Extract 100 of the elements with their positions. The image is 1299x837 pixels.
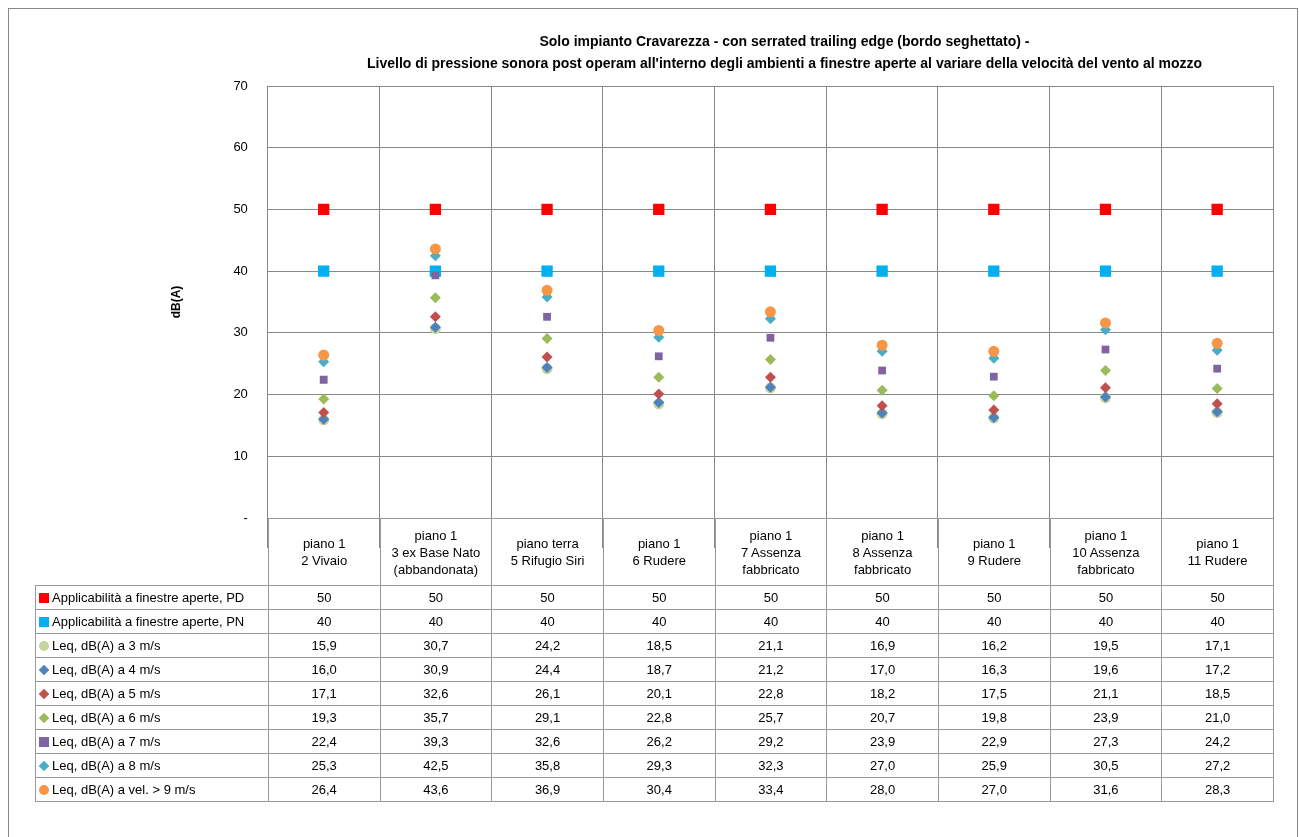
data-label: 32,6 — [380, 681, 492, 706]
legend-label: Leq, dB(A) a 3 m/s — [35, 633, 269, 658]
data-label: 50 — [268, 585, 381, 610]
data-label: 40 — [268, 609, 381, 634]
chart-title: Solo impianto Cravarezza - con serrated trailing edge (bordo seghettato) - Livello di pressione sonora post operam all'interno degli ambienti a finestre aperte al variare della velocità del vento al mozzo — [366, 32, 1203, 73]
data-label: 24,4 — [491, 657, 604, 682]
data-label: 40 — [380, 609, 492, 634]
data-label: 19,5 — [1050, 633, 1162, 658]
data-label: 50 — [715, 585, 827, 610]
x-tick-label: piano 1 11 Rudere — [1161, 518, 1274, 586]
y-tick-label: 10 — [233, 447, 248, 463]
data-label: 29,2 — [715, 729, 827, 754]
data-label: 25,3 — [268, 753, 381, 778]
data-label: 27,3 — [1050, 729, 1162, 754]
data-label: 43,6 — [380, 777, 492, 802]
data-label: 21,2 — [715, 657, 827, 682]
y-tick-label: 50 — [233, 201, 248, 217]
data-label: 50 — [826, 585, 939, 610]
data-label: 18,5 — [1161, 681, 1274, 706]
data-label: 20,7 — [826, 705, 939, 730]
legend-label: Leq, dB(A) a vel. > 9 m/s — [35, 777, 269, 802]
data-label: 35,7 — [380, 705, 492, 730]
y-tick-label: 60 — [233, 139, 248, 155]
data-label: 18,7 — [603, 657, 716, 682]
legend-label: Leq, dB(A) a 6 m/s — [35, 705, 269, 730]
legend-label: Leq, dB(A) a 7 m/s — [35, 729, 269, 754]
data-label: 27,0 — [938, 777, 1051, 802]
data-label: 18,5 — [603, 633, 716, 658]
data-label: 20,1 — [603, 681, 716, 706]
data-label: 19,8 — [938, 705, 1051, 730]
data-label: 19,6 — [1050, 657, 1162, 682]
data-label: 23,9 — [1050, 705, 1162, 730]
data-label: 21,1 — [1050, 681, 1162, 706]
data-label: 24,2 — [1161, 729, 1274, 754]
data-label: 31,6 — [1050, 777, 1162, 802]
x-tick-label: piano terra 5 Rifugio Siri — [491, 518, 604, 586]
x-tick-label: piano 1 3 ex Base Nato (abbandonata) — [380, 518, 492, 586]
data-label: 17,1 — [1161, 633, 1274, 658]
data-label: 50 — [938, 585, 1051, 610]
data-label: 16,9 — [826, 633, 939, 658]
y-tick-label: - — [243, 509, 248, 525]
data-label: 18,2 — [826, 681, 939, 706]
data-label: 50 — [380, 585, 492, 610]
data-label: 30,9 — [380, 657, 492, 682]
data-label: 40 — [1050, 609, 1162, 634]
x-tick-label: piano 1 2 Vivaio — [268, 518, 381, 586]
data-label: 29,1 — [491, 705, 604, 730]
data-label: 25,7 — [715, 705, 827, 730]
data-label: 27,2 — [1161, 753, 1274, 778]
data-label: 17,1 — [268, 681, 381, 706]
data-label: 26,2 — [603, 729, 716, 754]
data-label: 19,3 — [268, 705, 381, 730]
data-label: 21,1 — [715, 633, 827, 658]
data-label: 32,6 — [491, 729, 604, 754]
data-label: 40 — [491, 609, 604, 634]
data-label: 16,0 — [268, 657, 381, 682]
x-tick-label: piano 1 6 Rudere — [603, 518, 716, 586]
data-label: 40 — [603, 609, 716, 634]
data-label: 17,2 — [1161, 657, 1274, 682]
x-tick-label: piano 1 9 Rudere — [938, 518, 1051, 586]
data-label: 32,3 — [715, 753, 827, 778]
y-tick-label: 70 — [233, 77, 248, 93]
y-tick-label: 40 — [233, 262, 248, 278]
legend-label: Leq, dB(A) a 4 m/s — [35, 657, 269, 682]
data-label: 22,4 — [268, 729, 381, 754]
legend-label: Leq, dB(A) a 5 m/s — [35, 681, 269, 706]
data-label: 16,2 — [938, 633, 1051, 658]
data-label: 25,9 — [938, 753, 1051, 778]
data-label: 30,5 — [1050, 753, 1162, 778]
data-label: 40 — [1161, 609, 1274, 634]
data-label: 40 — [938, 609, 1051, 634]
legend-label: Applicabilità a finestre aperte, PN — [35, 609, 269, 634]
data-label: 36,9 — [491, 777, 604, 802]
data-label: 50 — [491, 585, 604, 610]
data-label: 22,9 — [938, 729, 1051, 754]
data-label: 26,1 — [491, 681, 604, 706]
y-tick-label: 30 — [233, 324, 248, 340]
legend-label: Leq, dB(A) a 8 m/s — [35, 753, 269, 778]
data-label: 42,5 — [380, 753, 492, 778]
data-label: 17,5 — [938, 681, 1051, 706]
data-label: 39,3 — [380, 729, 492, 754]
x-tick-label: piano 1 7 Assenza fabbricato — [715, 518, 827, 586]
data-label: 24,2 — [491, 633, 604, 658]
data-label: 15,9 — [268, 633, 381, 658]
y-axis-title: dB(A) — [168, 285, 183, 319]
data-label: 23,9 — [826, 729, 939, 754]
data-label: 22,8 — [603, 705, 716, 730]
data-label: 28,0 — [826, 777, 939, 802]
data-label: 30,7 — [380, 633, 492, 658]
data-label: 50 — [603, 585, 716, 610]
legend-label: Applicabilità a finestre aperte, PD — [35, 585, 269, 610]
data-label: 40 — [715, 609, 827, 634]
data-label: 27,0 — [826, 753, 939, 778]
data-label: 29,3 — [603, 753, 716, 778]
data-label: 17,0 — [826, 657, 939, 682]
data-label: 50 — [1050, 585, 1162, 610]
data-label: 21,0 — [1161, 705, 1274, 730]
data-label: 40 — [826, 609, 939, 634]
data-label: 33,4 — [715, 777, 827, 802]
data-label: 30,4 — [603, 777, 716, 802]
